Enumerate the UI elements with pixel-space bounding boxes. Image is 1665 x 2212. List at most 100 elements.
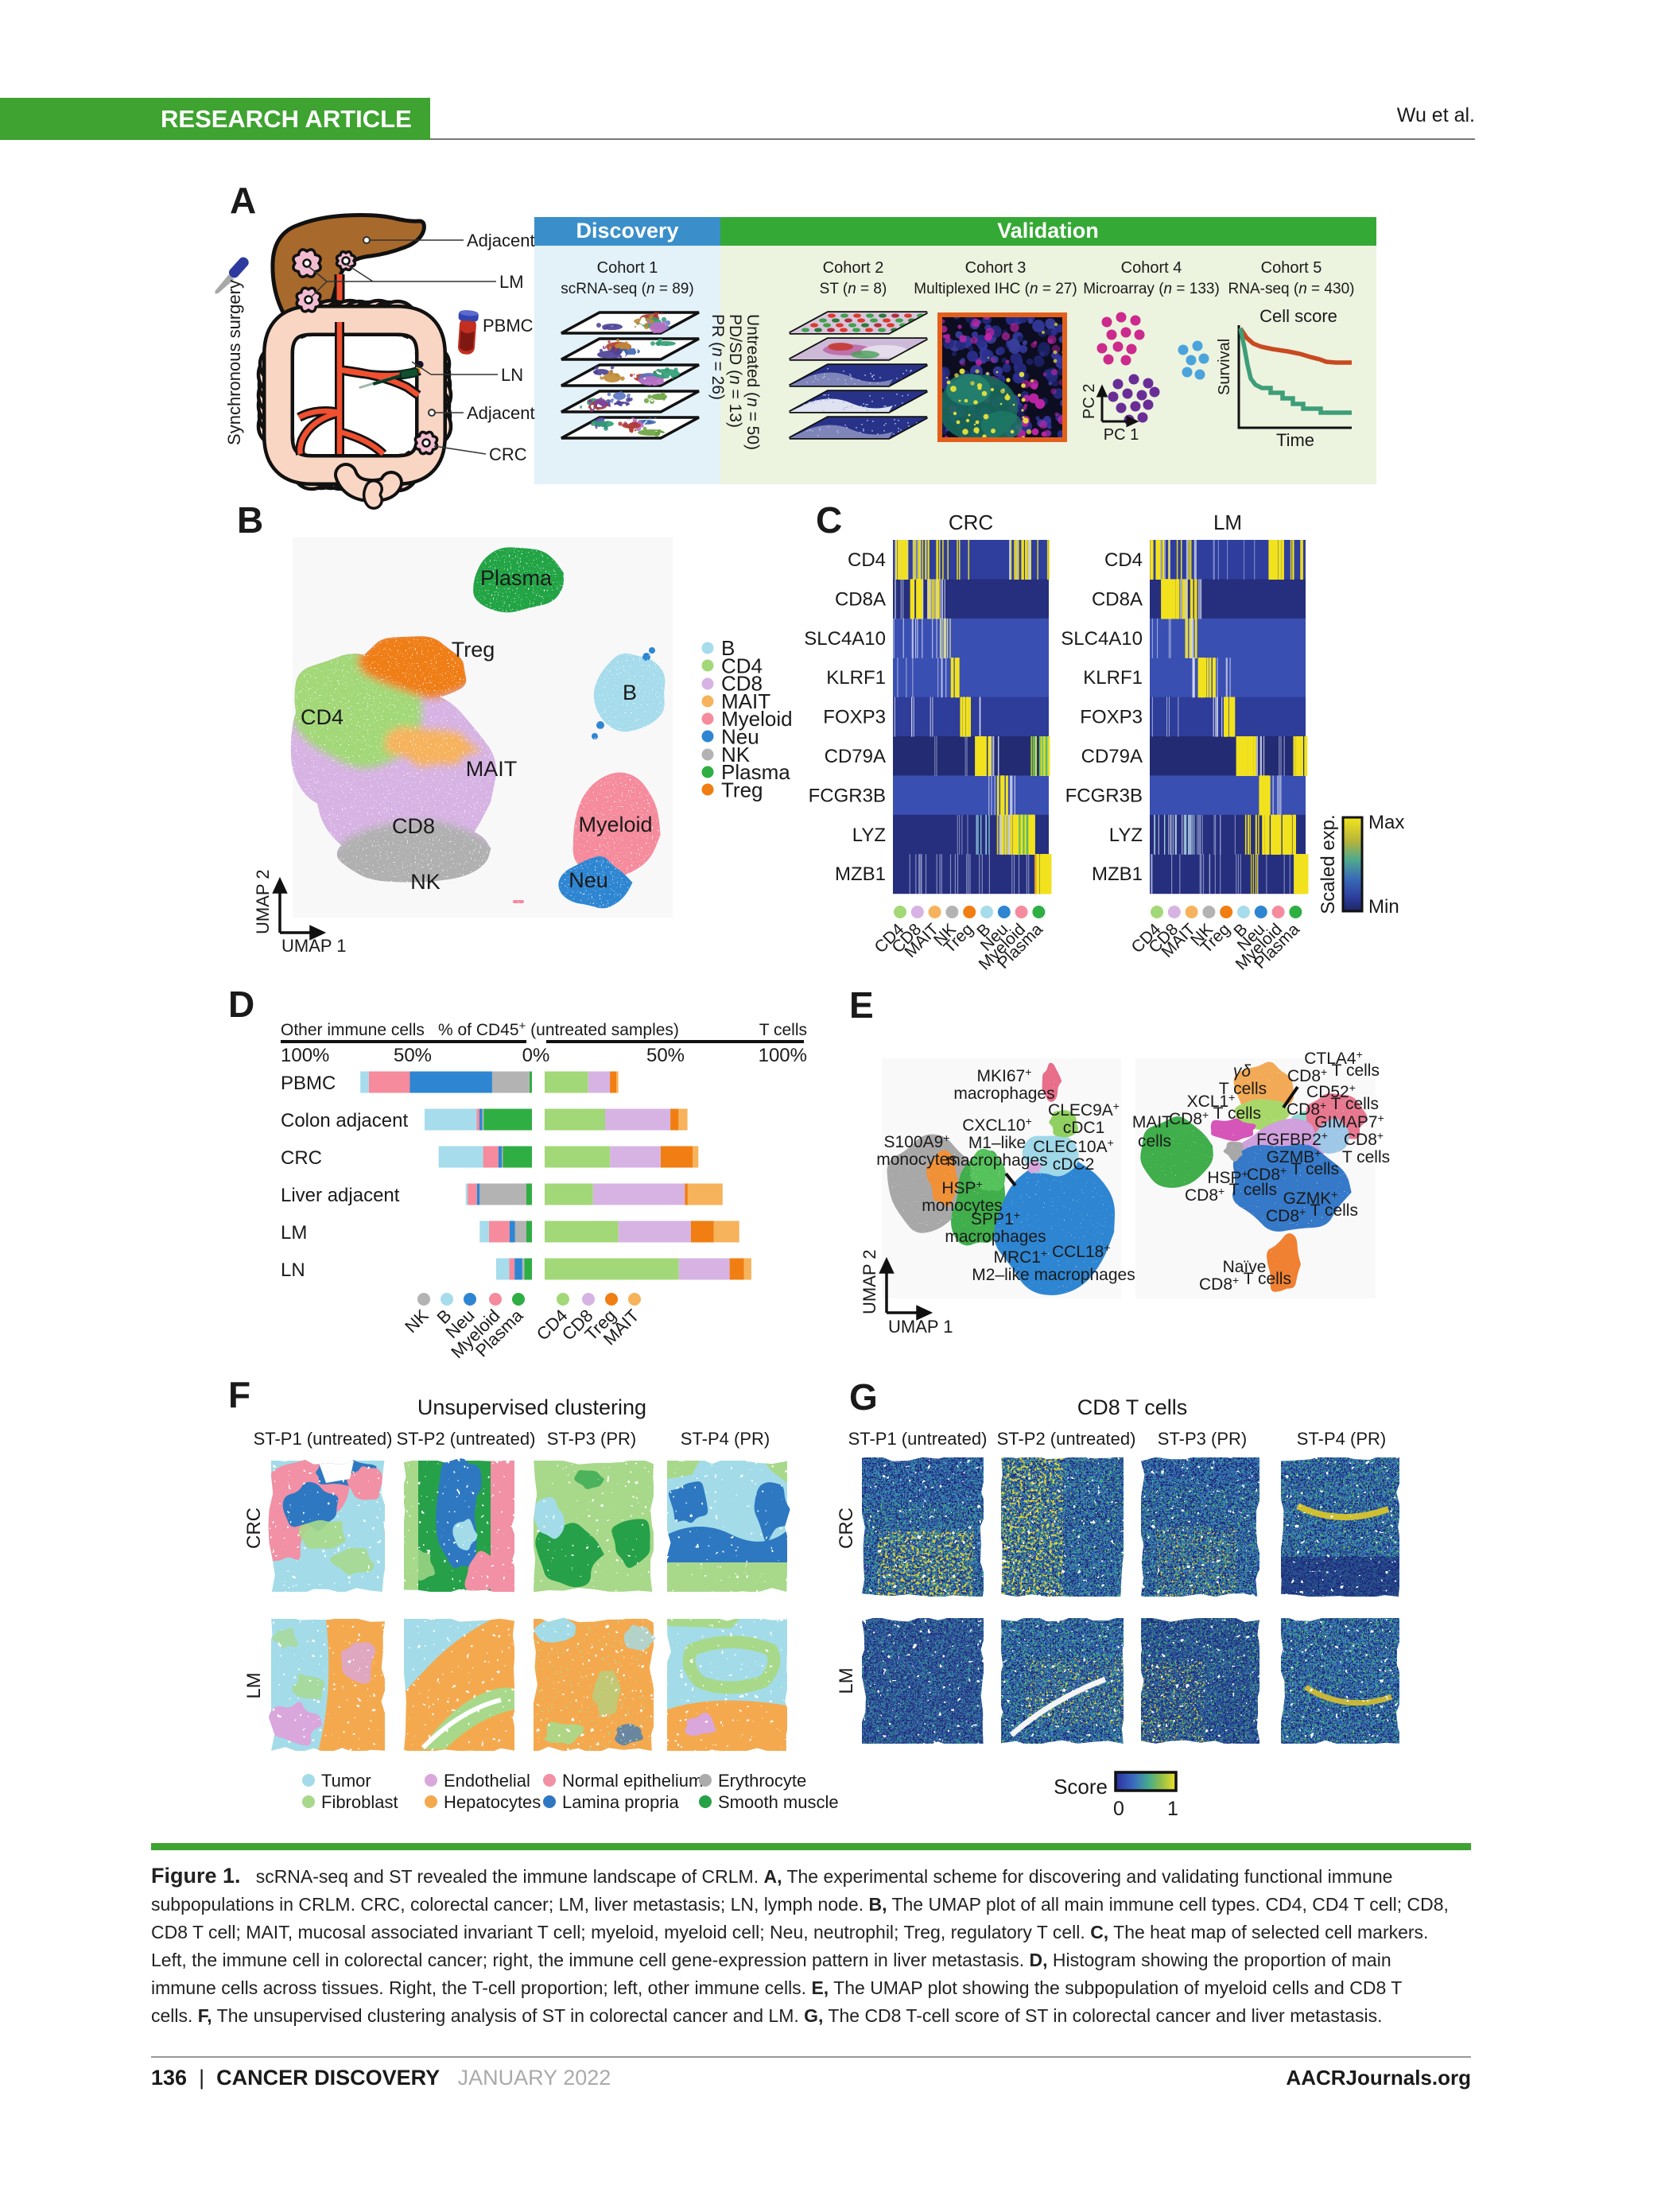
svg-text:Cohort 2: Cohort 2	[823, 259, 884, 277]
svg-text:MAIT: MAIT	[1132, 1113, 1172, 1131]
svg-text:Neu: Neu	[721, 725, 759, 749]
svg-text:Smooth muscle: Smooth muscle	[718, 1792, 839, 1812]
svg-text:macrophages: macrophages	[945, 1228, 1046, 1246]
svg-text:Adjacent: Adjacent	[467, 231, 535, 250]
svg-text:Other immune cells: Other immune cells	[281, 1021, 425, 1039]
svg-text:Tumor: Tumor	[321, 1771, 371, 1791]
svg-text:CRC: CRC	[949, 510, 993, 534]
svg-text:γδ: γδ	[1233, 1062, 1252, 1081]
svg-text:CD8+: CD8+	[1344, 1129, 1384, 1149]
svg-text:Plasma: Plasma	[721, 760, 790, 784]
svg-text:GIMAP7+: GIMAP7+	[1314, 1112, 1384, 1131]
svg-text:Erythrocyte: Erythrocyte	[718, 1771, 806, 1791]
svg-text:Cell score: Cell score	[1259, 306, 1337, 326]
svg-text:CD8: CD8	[392, 814, 435, 838]
svg-text:FGFBP2+: FGFBP2+	[1256, 1129, 1328, 1149]
svg-text:Min: Min	[1368, 896, 1399, 918]
svg-text:Synchronous surgery: Synchronous surgery	[224, 280, 244, 445]
svg-text:SLC4A10: SLC4A10	[804, 628, 886, 650]
svg-text:Multiplexed IHC (n = 27): Multiplexed IHC (n = 27)	[914, 281, 1077, 297]
svg-text:LYZ: LYZ	[852, 825, 886, 846]
svg-text:GZMK+: GZMK+	[1283, 1188, 1338, 1208]
svg-text:ST-P2 (untreated): ST-P2 (untreated)	[397, 1429, 536, 1449]
svg-text:LYZ: LYZ	[1109, 825, 1143, 846]
svg-text:LN: LN	[501, 365, 523, 385]
svg-text:ST-P3 (PR): ST-P3 (PR)	[547, 1429, 636, 1449]
svg-text:CRC: CRC	[281, 1147, 322, 1169]
svg-text:50%: 50%	[394, 1045, 432, 1066]
svg-text:CRC: CRC	[836, 1508, 857, 1549]
svg-text:Cohort 5: Cohort 5	[1261, 259, 1322, 277]
svg-text:cDC1: cDC1	[1063, 1119, 1105, 1137]
svg-text:PC 2: PC 2	[1081, 384, 1098, 419]
svg-text:50%: 50%	[646, 1045, 685, 1066]
svg-text:ST-P4 (PR): ST-P4 (PR)	[1297, 1429, 1386, 1449]
svg-text:% of CD45+ (untreated samples): % of CD45+ (untreated samples)	[438, 1019, 679, 1039]
svg-text:CD8: CD8	[721, 672, 763, 696]
svg-text:CLEC9A+: CLEC9A+	[1048, 1100, 1120, 1120]
svg-text:B: B	[721, 636, 735, 660]
svg-text:0%: 0%	[522, 1045, 550, 1066]
svg-text:PC 1: PC 1	[1104, 426, 1139, 444]
svg-text:B: B	[237, 499, 263, 541]
svg-text:Cohort 3: Cohort 3	[965, 259, 1027, 277]
svg-text:UMAP 2: UMAP 2	[860, 1249, 879, 1314]
svg-text:CRC: CRC	[243, 1508, 265, 1549]
svg-text:CRC: CRC	[489, 444, 527, 464]
svg-text:macrophages: macrophages	[953, 1085, 1054, 1103]
svg-text:MAIT: MAIT	[466, 757, 518, 781]
svg-text:Naïve: Naïve	[1223, 1258, 1267, 1276]
svg-text:CD4: CD4	[1104, 549, 1143, 571]
svg-text:CD4: CD4	[721, 654, 763, 677]
svg-text:HSP+: HSP+	[1207, 1167, 1248, 1187]
svg-text:ST-P4 (PR): ST-P4 (PR)	[681, 1429, 770, 1449]
svg-text:G: G	[849, 1376, 878, 1418]
svg-text:monocytes: monocytes	[922, 1197, 1003, 1215]
svg-text:Microarray (n = 133): Microarray (n = 133)	[1083, 281, 1220, 297]
svg-text:ST-P1 (untreated): ST-P1 (untreated)	[848, 1429, 988, 1449]
svg-text:A: A	[230, 180, 256, 221]
svg-text:CTLA4+: CTLA4+	[1304, 1048, 1363, 1068]
svg-text:FCGR3B: FCGR3B	[809, 785, 886, 806]
svg-text:MZB1: MZB1	[1092, 863, 1143, 885]
svg-text:T cells: T cells	[1342, 1148, 1390, 1166]
svg-text:CD79A: CD79A	[1081, 746, 1143, 767]
svg-text:CD79A: CD79A	[825, 746, 886, 767]
svg-text:PD/SD (n = 13): PD/SD (n = 13)	[726, 314, 744, 428]
svg-text:cDC2: cDC2	[1053, 1155, 1095, 1174]
svg-text:ST-P1 (untreated): ST-P1 (untreated)	[254, 1429, 393, 1449]
svg-text:E: E	[849, 984, 874, 1026]
svg-text:Survival: Survival	[1216, 339, 1233, 395]
svg-text:CD8A: CD8A	[835, 588, 886, 610]
svg-text:Validation: Validation	[997, 219, 1099, 243]
svg-text:Normal epithelium: Normal epithelium	[562, 1771, 703, 1791]
svg-text:LM: LM	[1213, 510, 1242, 534]
svg-text:macrophages: macrophages	[946, 1151, 1047, 1170]
svg-text:RNA-seq (n = 430): RNA-seq (n = 430)	[1228, 281, 1355, 297]
svg-text:MAIT: MAIT	[721, 689, 770, 713]
svg-text:Time: Time	[1276, 430, 1314, 450]
svg-text:KLRF1: KLRF1	[826, 667, 886, 689]
svg-text:PBMC: PBMC	[281, 1073, 336, 1094]
svg-text:cells: cells	[1138, 1132, 1171, 1151]
svg-text:Untreated (n = 50): Untreated (n = 50)	[743, 314, 762, 450]
svg-text:Cohort 1: Cohort 1	[597, 259, 658, 277]
svg-text:NK: NK	[410, 870, 441, 894]
svg-text:C: C	[816, 499, 842, 541]
svg-text:UMAP 1: UMAP 1	[281, 936, 347, 956]
svg-text:Myeloid: Myeloid	[721, 707, 793, 731]
svg-text:LN: LN	[281, 1259, 305, 1281]
svg-text:T cells: T cells	[1219, 1080, 1267, 1098]
svg-text:UMAP 2: UMAP 2	[253, 869, 273, 934]
svg-text:F: F	[228, 1374, 250, 1415]
svg-text:FOXP3: FOXP3	[1080, 707, 1143, 728]
svg-text:Hepatocytes: Hepatocytes	[444, 1792, 541, 1812]
svg-text:CD4: CD4	[301, 705, 343, 729]
svg-text:Discovery: Discovery	[576, 219, 678, 243]
svg-text:Endothelial: Endothelial	[444, 1771, 530, 1791]
svg-text:Treg: Treg	[452, 638, 495, 662]
svg-text:Plasma: Plasma	[480, 566, 553, 590]
svg-text:Treg: Treg	[721, 778, 763, 801]
svg-text:Neu: Neu	[569, 868, 608, 892]
svg-text:100%: 100%	[281, 1045, 329, 1066]
